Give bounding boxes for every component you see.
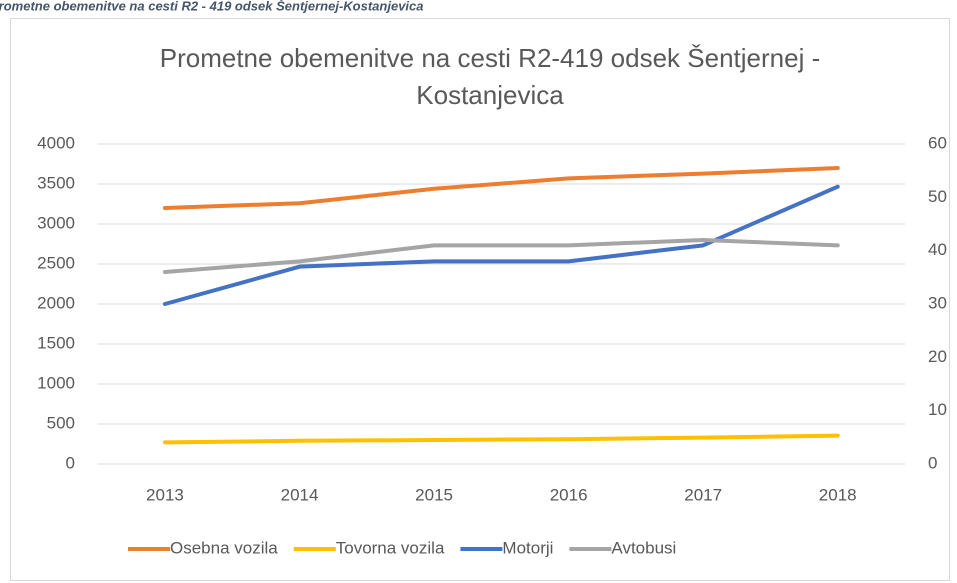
y-tick-label: 2000 (37, 293, 75, 312)
y-tick-label: 2500 (37, 253, 75, 272)
x-tick-label: 2014 (281, 485, 319, 504)
chart-frame (10, 18, 950, 581)
series-line (162, 238, 840, 274)
y-tick-label: 3000 (37, 213, 75, 232)
series-line (162, 184, 840, 306)
legend-label: Motorji (502, 538, 553, 557)
y2-tick-label: 40 (928, 240, 947, 259)
y-tick-label: 3500 (37, 173, 75, 192)
chart-title: Prometne obemenitve na cesti R2-419 odse… (160, 43, 820, 110)
y2-tick-label: 20 (928, 347, 947, 366)
y2-tick-label: 10 (928, 400, 947, 419)
legend: Osebna vozila Tovorna vozila Motorji Avtobu… (128, 538, 676, 557)
y-tick-label: 0 (66, 453, 75, 472)
y-tick-label: 4000 (37, 133, 75, 152)
legend-label: Avtobusi (611, 538, 676, 557)
y2-tick-label: 0 (928, 453, 937, 472)
x-tick-label: 2017 (684, 485, 722, 504)
series-line (162, 433, 840, 445)
x-tick-label: 2015 (415, 485, 453, 504)
x-tick-label: 2013 (146, 485, 184, 504)
legend-label: Tovorna vozila (336, 538, 445, 557)
y2-tick-label: 60 (928, 133, 947, 152)
y-tick-label: 500 (47, 413, 75, 432)
series-line (162, 166, 840, 210)
y-tick-label: 1000 (37, 373, 75, 392)
y2-tick-label: 30 (928, 293, 947, 312)
legend-label: Osebna vozila (170, 538, 278, 557)
y2-tick-label: 50 (928, 187, 947, 206)
caption: Prometne obemenitve na cesti R2 - 419 od… (0, 0, 424, 13)
x-tick-label: 2016 (550, 485, 588, 504)
x-tick-label: 2018 (819, 485, 857, 504)
y-tick-label: 1500 (37, 333, 75, 352)
